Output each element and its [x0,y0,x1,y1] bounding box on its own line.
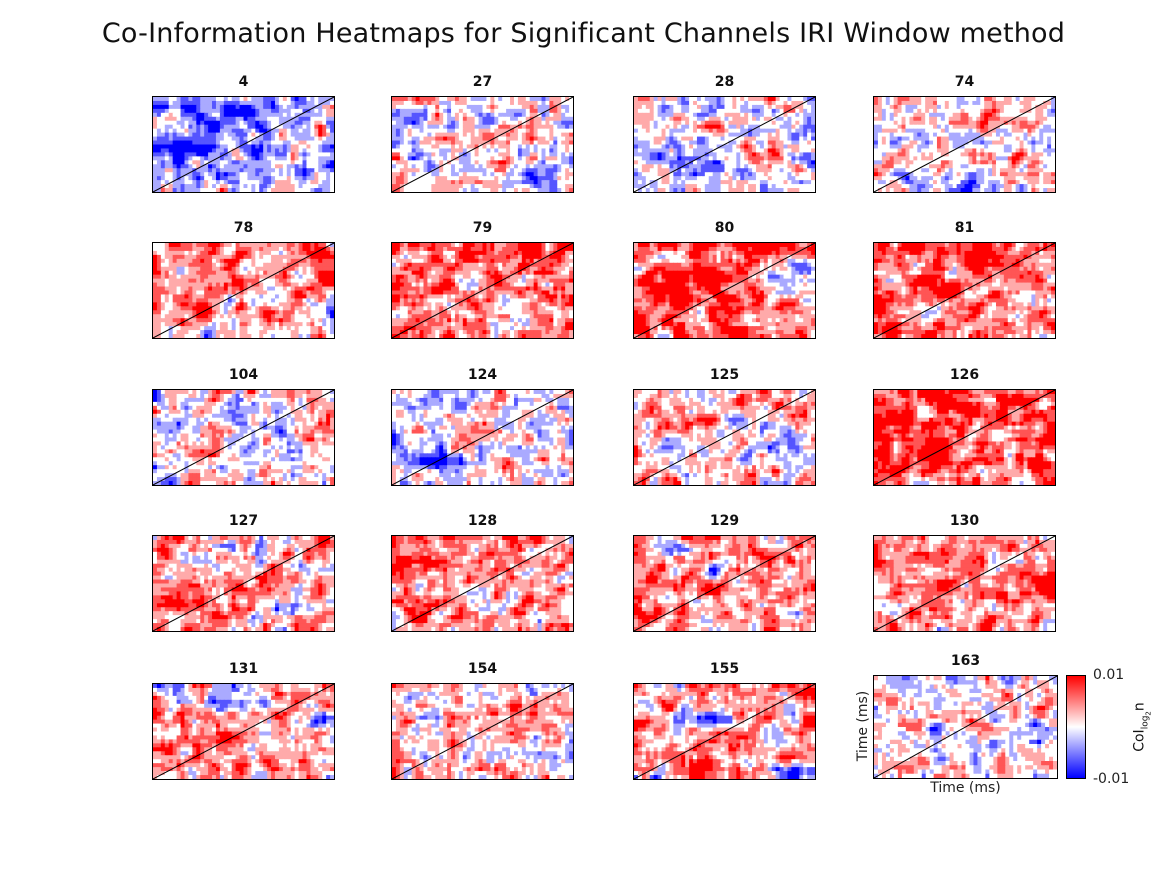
heatmap-cells [392,536,573,631]
diagonal-line [634,536,815,631]
heatmap-74 [873,96,1056,193]
heatmap-4 [152,96,335,193]
diagonal-line [392,684,573,779]
heatmap-127 [152,535,335,632]
panel-title-163: 163 [873,653,1058,669]
heatmap-cells [153,536,334,631]
diagonal-line [874,676,1057,778]
panel-title-78: 78 [152,220,335,236]
diagonal-line [153,536,334,631]
diagonal-line [153,390,334,485]
heatmap-163 [873,675,1058,779]
panel-title-80: 80 [633,220,816,236]
panel-title-130: 130 [873,513,1056,529]
diagonal-line [634,97,815,192]
heatmap-cells [634,390,815,485]
heatmap-81 [873,242,1056,339]
heatmap-124 [391,389,574,486]
diagonal-line [634,684,815,779]
diagonal-line [634,390,815,485]
heatmap-155 [633,683,816,780]
diagonal-line [153,684,334,779]
diagonal-line [392,243,573,338]
colorbar-tick-max: 0.01 [1093,667,1124,683]
heatmap-79 [391,242,574,339]
colorbar-tick-min: -0.01 [1093,771,1129,787]
heatmap-cells [153,97,334,192]
heatmap-28 [633,96,816,193]
panel-title-129: 129 [633,513,816,529]
figure-title: Co-Information Heatmaps for Significant … [0,18,1167,49]
heatmap-130 [873,535,1056,632]
heatmap-cells [634,243,815,338]
heatmap-cells [874,97,1055,192]
diagonal-line [874,243,1055,338]
heatmap-cells [392,243,573,338]
panel-title-27: 27 [391,74,574,90]
heatmap-cells [392,684,573,779]
diagonal-line [634,243,815,338]
colorbar [1066,675,1086,779]
heatmap-cells [874,676,1057,778]
panel-title-28: 28 [633,74,816,90]
heatmap-cells [634,536,815,631]
panel-title-127: 127 [152,513,335,529]
panel-title-81: 81 [873,220,1056,236]
heatmap-cells [153,243,334,338]
heatmap-129 [633,535,816,632]
panel-title-128: 128 [391,513,574,529]
panel-title-104: 104 [152,367,335,383]
heatmap-131 [152,683,335,780]
panel-title-74: 74 [873,74,1056,90]
panel-title-126: 126 [873,367,1056,383]
heatmap-78 [152,242,335,339]
heatmap-126 [873,389,1056,486]
y-axis-label: Time (ms) [855,676,871,776]
x-axis-label: Time (ms) [873,780,1058,796]
heatmap-104 [152,389,335,486]
panel-title-124: 124 [391,367,574,383]
heatmap-80 [633,242,816,339]
panel-title-79: 79 [391,220,574,236]
panel-title-125: 125 [633,367,816,383]
heatmap-cells [153,684,334,779]
panel-title-131: 131 [152,661,335,677]
heatmap-cells [874,390,1055,485]
diagonal-line [392,97,573,192]
heatmap-cells [153,390,334,485]
panel-title-4: 4 [152,74,335,90]
heatmap-cells [634,684,815,779]
heatmap-cells [392,390,573,485]
heatmap-128 [391,535,574,632]
panel-title-154: 154 [391,661,574,677]
diagonal-line [392,536,573,631]
heatmap-cells [634,97,815,192]
heatmap-27 [391,96,574,193]
heatmap-125 [633,389,816,486]
diagonal-line [153,243,334,338]
panel-title-155: 155 [633,661,816,677]
diagonal-line [874,390,1055,485]
diagonal-line [874,97,1055,192]
heatmap-cells [392,97,573,192]
colorbar-label: CoIlog2n [1132,702,1153,752]
heatmap-cells [874,536,1055,631]
heatmap-cells [874,243,1055,338]
heatmap-154 [391,683,574,780]
diagonal-line [874,536,1055,631]
diagonal-line [153,97,334,192]
diagonal-line [392,390,573,485]
